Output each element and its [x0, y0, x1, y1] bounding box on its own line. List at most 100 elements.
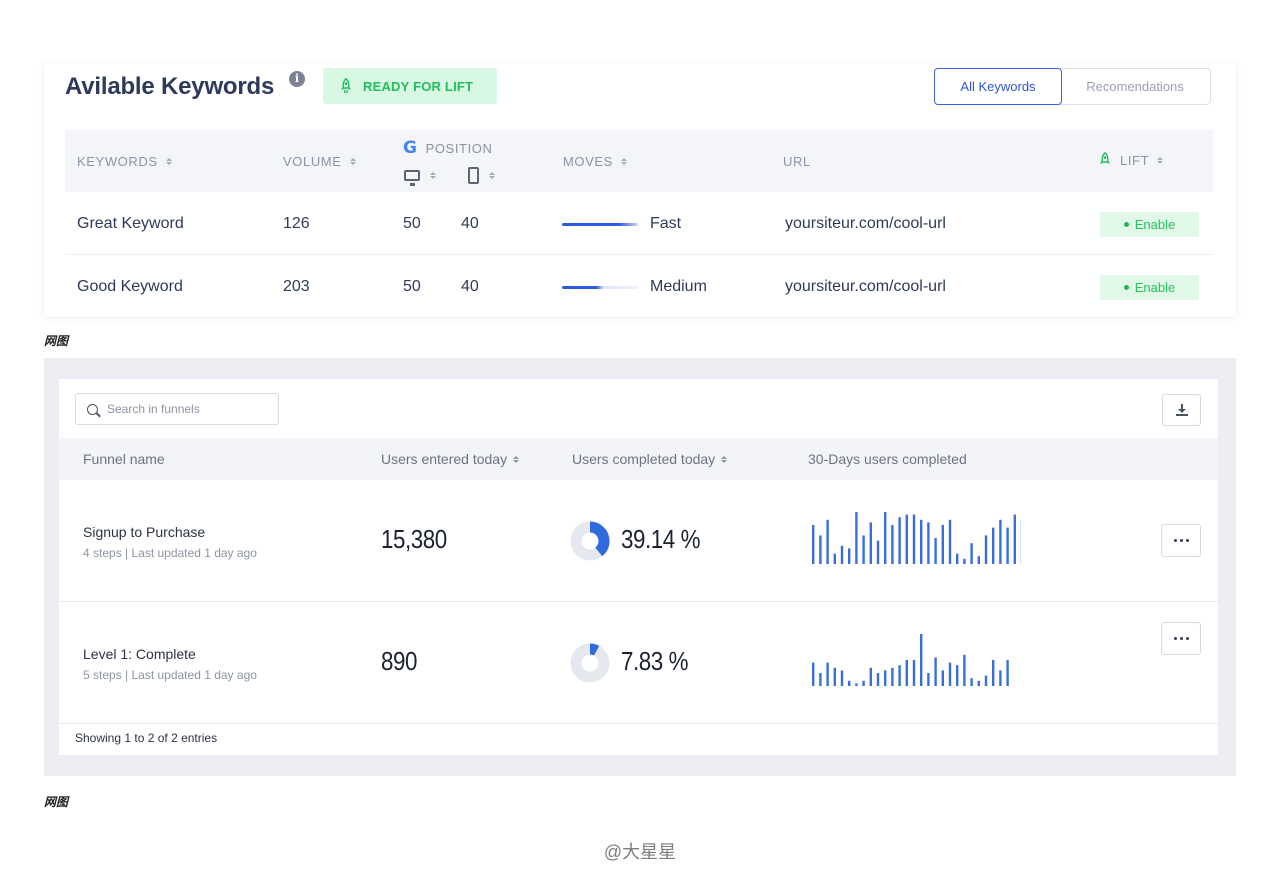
sparkline-bar: [862, 535, 865, 564]
column-lift-label: LIFT: [1120, 152, 1150, 168]
sparkline-bar: [956, 553, 959, 564]
donut-value-arc: [570, 643, 610, 683]
sparkline-bar: [876, 673, 880, 686]
table-row: Good Keyword 203 50 40 Medium yoursiteur…: [65, 256, 1213, 318]
donut-value-arc: [570, 521, 610, 561]
url-cell[interactable]: yoursiteur.com/cool-url: [785, 278, 946, 295]
column-users-completed[interactable]: Users completed today: [572, 438, 728, 480]
sparkline-bar: [812, 525, 815, 564]
url-cell[interactable]: yoursiteur.com/cool-url: [785, 215, 946, 232]
sparkline-bar: [984, 535, 988, 564]
tab-recommendations[interactable]: Recomendations: [1060, 68, 1211, 105]
sparkline-bar: [948, 519, 952, 564]
more-options-button[interactable]: [1161, 622, 1201, 655]
sparkline-bar: [840, 545, 844, 564]
column-users-entered-label: Users entered today: [381, 451, 508, 467]
column-users-completed-label: Users completed today: [572, 451, 716, 467]
volume-cell: 203: [283, 278, 310, 295]
desktop-position-cell: 50: [403, 215, 421, 232]
column-users-entered[interactable]: Users entered today: [381, 438, 520, 480]
sparkline-bar: [912, 660, 916, 686]
mobile-icon: [468, 167, 479, 184]
volume-cell: 126: [283, 215, 310, 232]
sort-icon[interactable]: [721, 455, 728, 463]
column-lift[interactable]: LIFT: [1098, 152, 1164, 168]
sparkline-bar: [833, 553, 836, 564]
sparkline-bar: [948, 662, 952, 686]
image-caption: 网图: [44, 795, 69, 809]
sort-icon[interactable]: [1157, 156, 1164, 164]
enable-label: Enable: [1134, 216, 1176, 232]
download-button[interactable]: [1162, 394, 1201, 426]
move-speed-bar: [562, 285, 638, 289]
sparkline-bar: [970, 678, 973, 686]
sparkline-bar: [934, 657, 937, 686]
sparkline-bar: [869, 522, 872, 564]
sparkline-bar: [855, 683, 858, 686]
ready-for-lift-badge: READY FOR LIFT: [323, 68, 497, 104]
funnels-panel: Search in funnels Funnel name Users ente…: [44, 358, 1236, 776]
completion-percent: 7.83 %: [621, 646, 689, 676]
desktop-icon: [404, 170, 420, 186]
info-icon[interactable]: i: [289, 71, 305, 87]
sparkline-bar: [941, 525, 944, 564]
column-url: URL: [783, 154, 811, 169]
sparkline-bar: [963, 654, 966, 686]
enable-button[interactable]: Enable: [1100, 274, 1199, 300]
table-row[interactable]: Signup to Purchase 4 steps | Last update…: [59, 480, 1218, 602]
sort-icon[interactable]: [165, 158, 172, 165]
sparkline-bar: [977, 556, 980, 564]
sparkline-bar: [905, 514, 908, 564]
sort-mobile-icon[interactable]: [489, 172, 495, 179]
image-caption: 网图: [44, 334, 69, 348]
column-funnel-name-label: Funnel name: [83, 451, 165, 467]
mobile-position-cell: 40: [461, 278, 479, 295]
sparkline-bar: [819, 673, 822, 686]
sort-desktop-icon[interactable]: [430, 172, 436, 179]
search-input[interactable]: Search in funnels: [75, 393, 279, 425]
move-speed-label: Medium: [650, 278, 707, 295]
completion-donut: [570, 643, 610, 683]
keywords-table-header: KEYWORDS VOLUME G POSITION MOVES URL: [65, 130, 1213, 192]
funnel-name[interactable]: Level 1: Complete: [83, 646, 196, 662]
sparkline-bar: [999, 670, 1002, 686]
sparkline-bar: [920, 634, 923, 686]
sort-icon[interactable]: [620, 158, 627, 165]
download-icon: [1175, 404, 1188, 416]
column-url-label: URL: [783, 154, 811, 169]
column-30-days-label: 30-Days users completed: [808, 451, 967, 467]
keyword-view-toggle: All Keywords Recomendations: [934, 68, 1211, 105]
sparkline-bar: [862, 680, 865, 686]
mobile-position-cell: 40: [461, 215, 479, 232]
column-keywords[interactable]: KEYWORDS: [77, 154, 172, 169]
sparkline-bar: [992, 660, 995, 686]
users-entered-value: 890: [381, 646, 418, 676]
sparkline-bar: [848, 548, 851, 564]
sparkline-bar: [984, 675, 988, 686]
column-moves[interactable]: MOVES: [563, 154, 627, 169]
column-position-label: POSITION: [425, 140, 493, 156]
tab-all-keywords[interactable]: All Keywords: [934, 68, 1062, 105]
sparkline-bar: [999, 519, 1002, 564]
funnel-name[interactable]: Signup to Purchase: [83, 524, 206, 540]
column-volume[interactable]: VOLUME: [283, 154, 356, 169]
sparkline-bar: [884, 670, 887, 686]
page-title: Avilable Keywords: [65, 73, 275, 100]
enable-button[interactable]: Enable: [1100, 211, 1199, 237]
more-options-button[interactable]: [1161, 524, 1201, 557]
column-funnel-name: Funnel name: [83, 438, 165, 480]
keywords-card: Avilable Keywords i READY FOR LIFT All K…: [44, 64, 1236, 317]
table-row[interactable]: Level 1: Complete 5 steps | Last updated…: [59, 602, 1218, 724]
keyword-cell: Great Keyword: [77, 215, 184, 232]
funnel-meta: 4 steps | Last updated 1 day ago: [83, 546, 257, 560]
sparkline-bar: [898, 517, 901, 564]
keyword-cell: Good Keyword: [77, 278, 183, 295]
sort-icon[interactable]: [513, 455, 520, 463]
sort-icon[interactable]: [349, 158, 356, 165]
column-position: G POSITION: [403, 138, 492, 158]
sparkline-bar: [963, 558, 966, 564]
sparkline-bar: [905, 660, 908, 686]
lift-cell: Enable: [1100, 193, 1199, 255]
moves-cell: Fast: [562, 193, 681, 255]
sparkline-bar: [1006, 660, 1009, 686]
